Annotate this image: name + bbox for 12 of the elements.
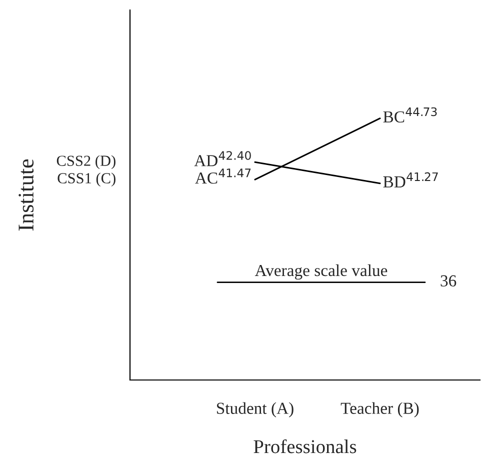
data-label: AD$^{42.40}$ [194,151,251,166]
text: Institute [18,159,34,231]
data-label: BC$^{44.73}$ [383,107,437,123]
text: CSS1 (C) [58,172,116,187]
data-label: BD$^{41.27}$ [383,172,438,188]
text: 36 [440,275,456,287]
x-tick-label: Student (A) [217,402,294,418]
x-axis-title: Professionals [254,439,356,454]
ref-line-label: Average scale value [254,264,388,280]
text: CSS2 (D) [56,155,116,170]
x-tick-label: Teacher (B) [340,402,419,418]
data-label: AC$^{41.47}$ [195,168,251,184]
